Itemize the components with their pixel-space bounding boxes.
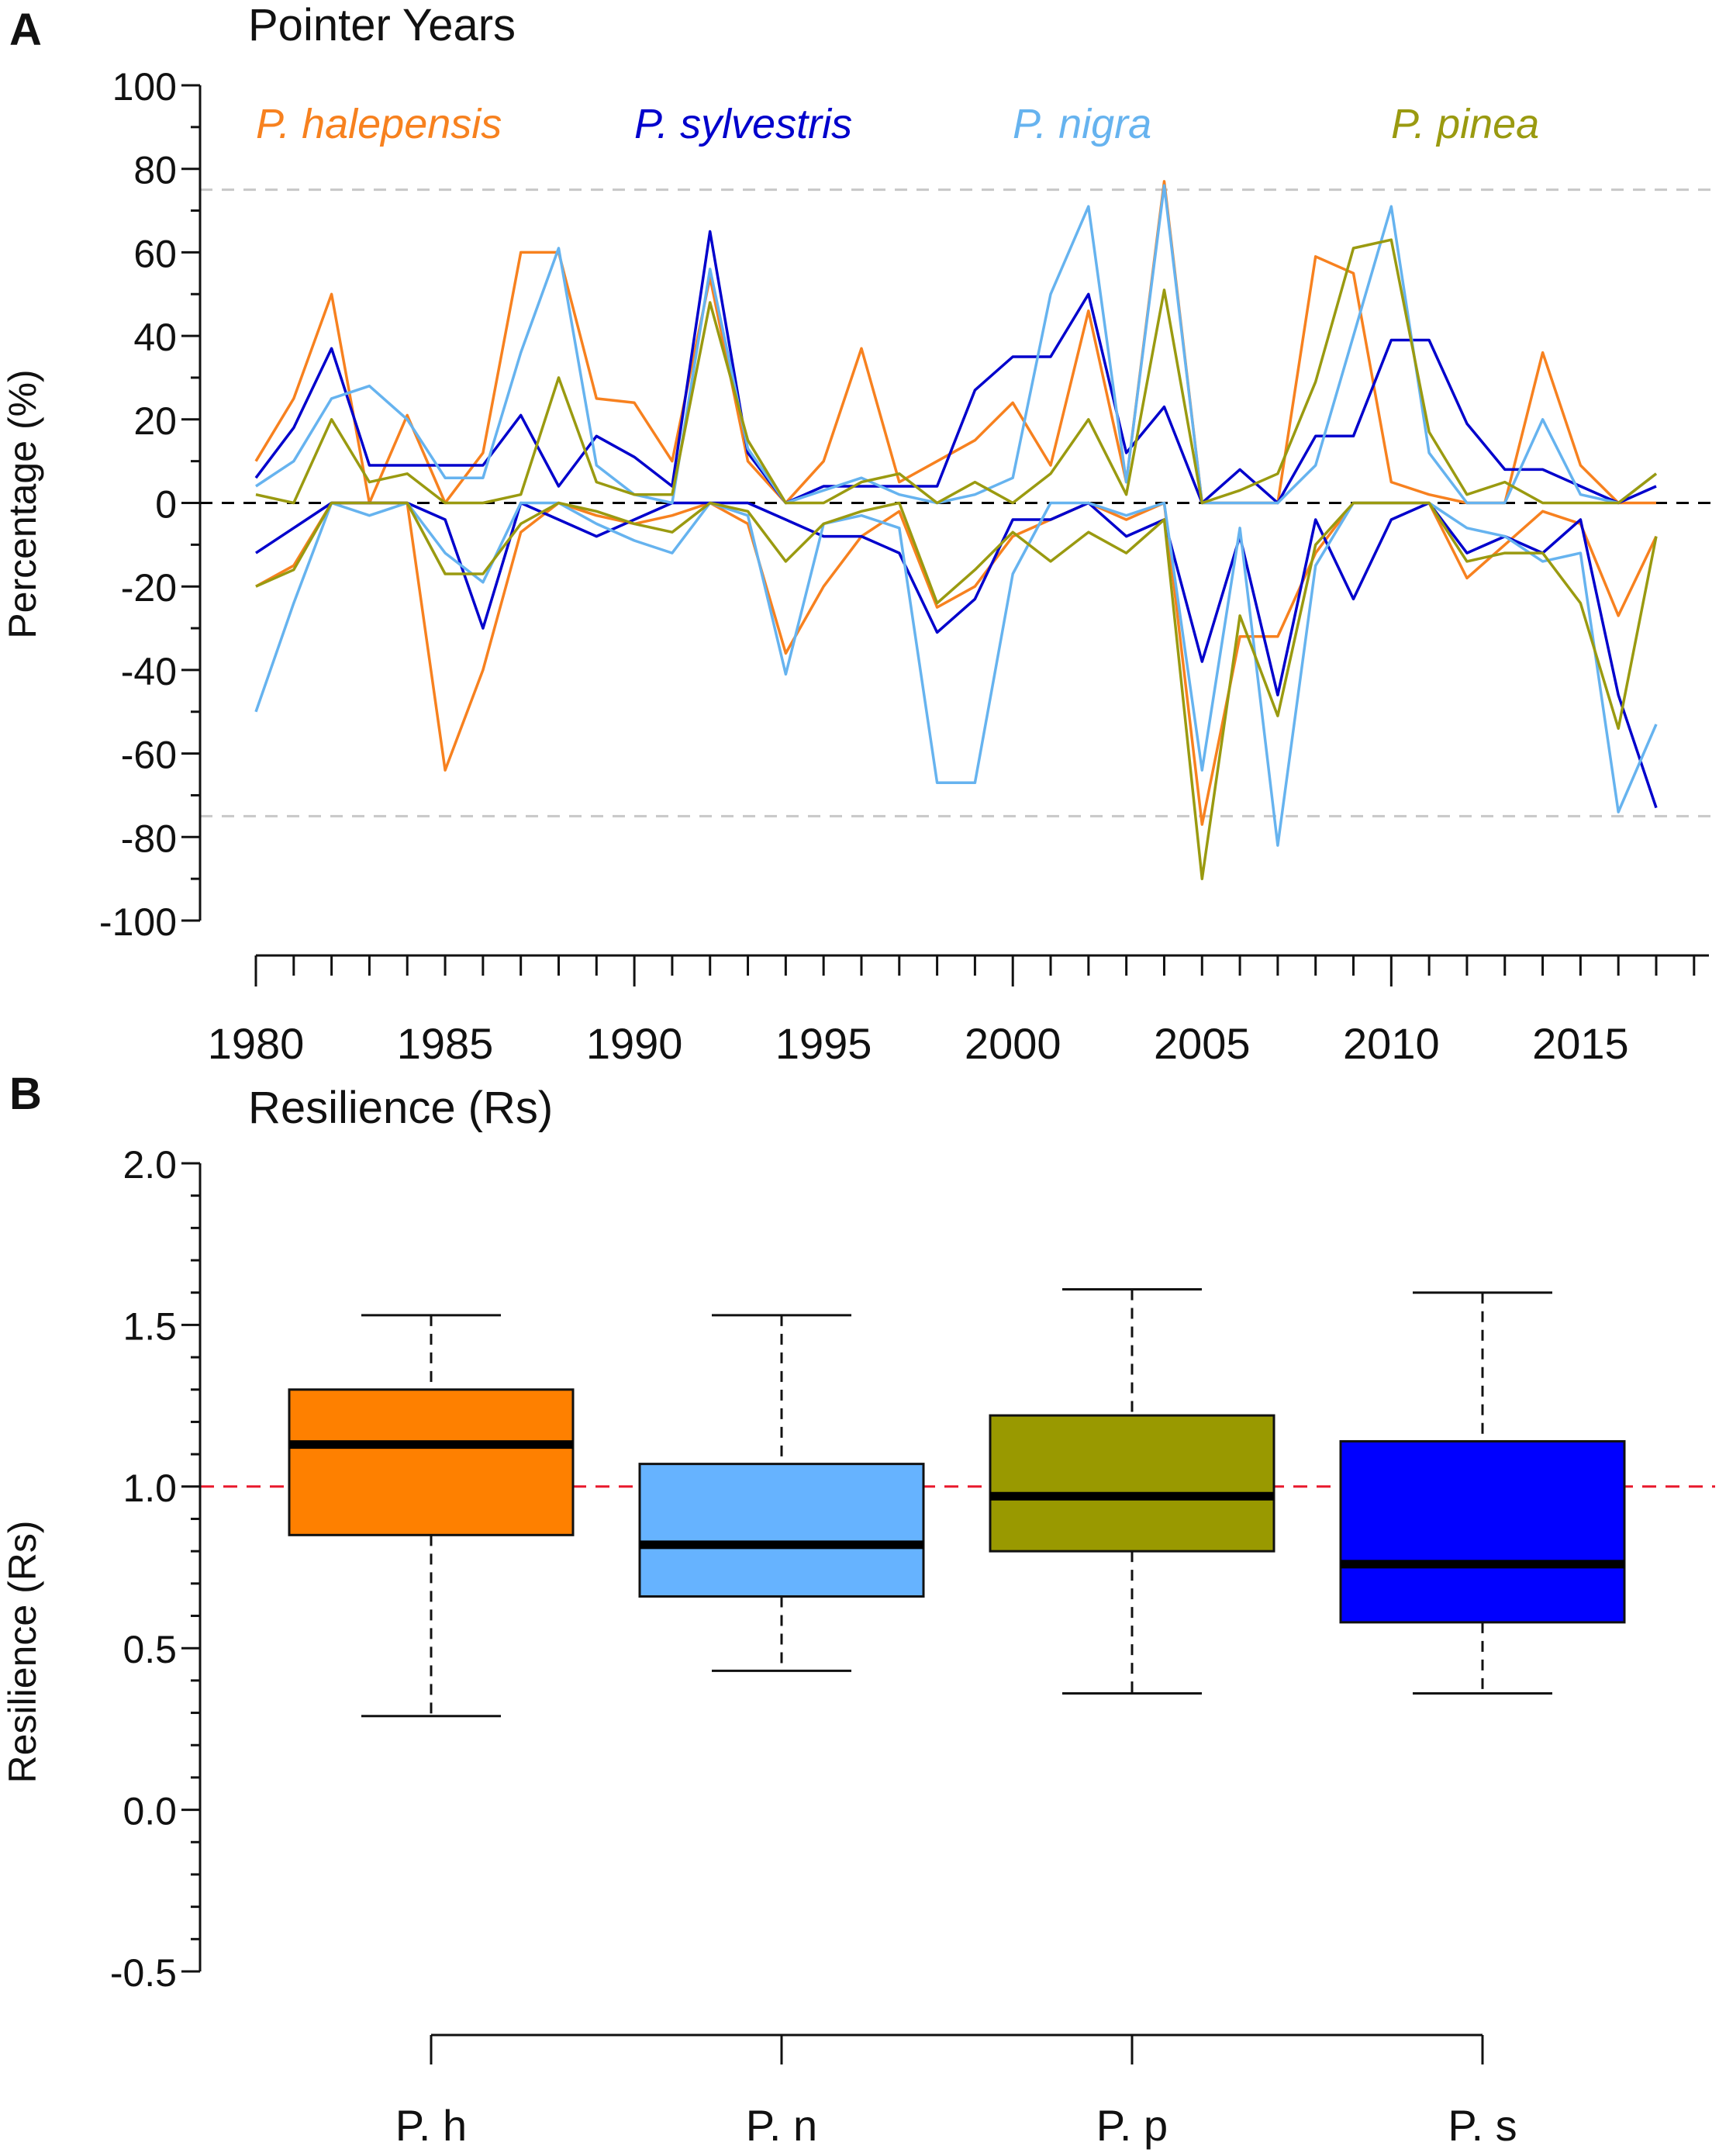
panel-a-reference-lines bbox=[200, 188, 1712, 817]
series-line-p-halepensis-positive bbox=[254, 180, 1656, 505]
series-line-p-nigra-positive bbox=[255, 184, 1658, 505]
x-tick-label-1990: 1990 bbox=[586, 1019, 683, 1068]
panel-a-series-lines bbox=[254, 180, 1658, 880]
y-tick-label: 100 bbox=[112, 65, 177, 109]
x-tick-label-2005: 2005 bbox=[1154, 1019, 1251, 1068]
panel-b-letter: B bbox=[9, 1069, 42, 1119]
box-iqr bbox=[288, 1388, 575, 1536]
x-tick-label-2000: 2000 bbox=[965, 1019, 1061, 1068]
panel-b-x-axis: P. h P. n P. p P. s bbox=[395, 2033, 1517, 2150]
y-tick-label: 1.0 bbox=[123, 1467, 177, 1510]
y-tick-label: -80 bbox=[121, 817, 177, 860]
legend-label-p-sylvestris: P. sylvestris bbox=[634, 101, 852, 147]
box-p-p bbox=[989, 1288, 1275, 1695]
box-iqr bbox=[989, 1414, 1275, 1553]
panel-b-title: Resilience (Rs) bbox=[248, 1083, 553, 1133]
y-tick-label: -40 bbox=[121, 650, 177, 693]
y-tick-label: 1.5 bbox=[123, 1304, 177, 1348]
y-tick-label: 2.0 bbox=[123, 1143, 177, 1187]
y-tick-label: 0.0 bbox=[123, 1790, 177, 1833]
y-tick-label: -0.5 bbox=[110, 1951, 177, 1995]
y-tick-label: 20 bbox=[133, 399, 177, 443]
panel-a-legend: P. halepensis P. sylvestris P. nigra P. … bbox=[256, 101, 1539, 147]
legend-label-p-nigra: P. nigra bbox=[1013, 101, 1151, 147]
legend-label-p-halepensis: P. halepensis bbox=[256, 101, 502, 147]
x-tick-label-1980: 1980 bbox=[208, 1019, 305, 1068]
x-tick-label-p-s: P. s bbox=[1448, 2101, 1517, 2150]
panel-b-y-axis: 2.0 1.5 1.0 0.5 0.0 -0.5 bbox=[110, 1143, 202, 1995]
y-tick-label: -100 bbox=[99, 900, 177, 944]
x-tick-label-1985: 1985 bbox=[397, 1019, 494, 1068]
y-tick-label: 80 bbox=[133, 149, 177, 192]
box-iqr bbox=[638, 1463, 925, 1598]
y-tick-label: 0 bbox=[155, 483, 177, 527]
series-line-p-pinea-negative bbox=[255, 501, 1658, 880]
panel-a-pointer-years: A Pointer Years Percentage (%) 100 80 60 40… bbox=[1, 0, 1712, 1068]
x-tick-label-p-p: P. p bbox=[1096, 2101, 1168, 2150]
panel-a-title: Pointer Years bbox=[248, 0, 516, 50]
series-line-p-pinea-positive bbox=[255, 238, 1658, 505]
y-tick-label: -60 bbox=[121, 734, 177, 777]
x-tick-label-p-n: P. n bbox=[746, 2101, 817, 2150]
x-tick-label-1995: 1995 bbox=[775, 1019, 872, 1068]
panel-a-y-axis-label: Percentage (%) bbox=[1, 369, 44, 638]
panel-b-y-axis-label: Resilience (Rs) bbox=[1, 1521, 44, 1784]
box-p-s bbox=[1339, 1291, 1626, 1695]
series-line-p-sylvestris-negative bbox=[255, 501, 1658, 809]
box-p-h bbox=[288, 1314, 575, 1718]
box-iqr bbox=[1339, 1439, 1626, 1624]
y-tick-label: 40 bbox=[133, 316, 177, 359]
y-tick-label: -20 bbox=[121, 566, 177, 610]
legend-label-p-pinea: P. pinea bbox=[1391, 101, 1539, 147]
panel-a-y-axis: 100 80 60 40 20 0 -20 -40 -60 -80 -100 bbox=[99, 65, 202, 944]
panel-b-boxes bbox=[288, 1288, 1626, 1718]
y-tick-label: 60 bbox=[133, 232, 177, 275]
box-p-n bbox=[638, 1314, 925, 1672]
panel-b-resilience: B Resilience (Rs) Resilience (Rs) 2.0 1.5… bbox=[1, 1069, 1715, 2150]
x-tick-label-2015: 2015 bbox=[1532, 1019, 1629, 1068]
panel-a-letter: A bbox=[9, 5, 42, 55]
x-tick-label-2010: 2010 bbox=[1343, 1019, 1440, 1068]
y-tick-label: 0.5 bbox=[123, 1628, 177, 1671]
panel-a-x-axis: 1980 1985 1990 1995 2000 2005 2010 2015 bbox=[208, 954, 1709, 1068]
x-tick-label-p-h: P. h bbox=[395, 2101, 467, 2150]
